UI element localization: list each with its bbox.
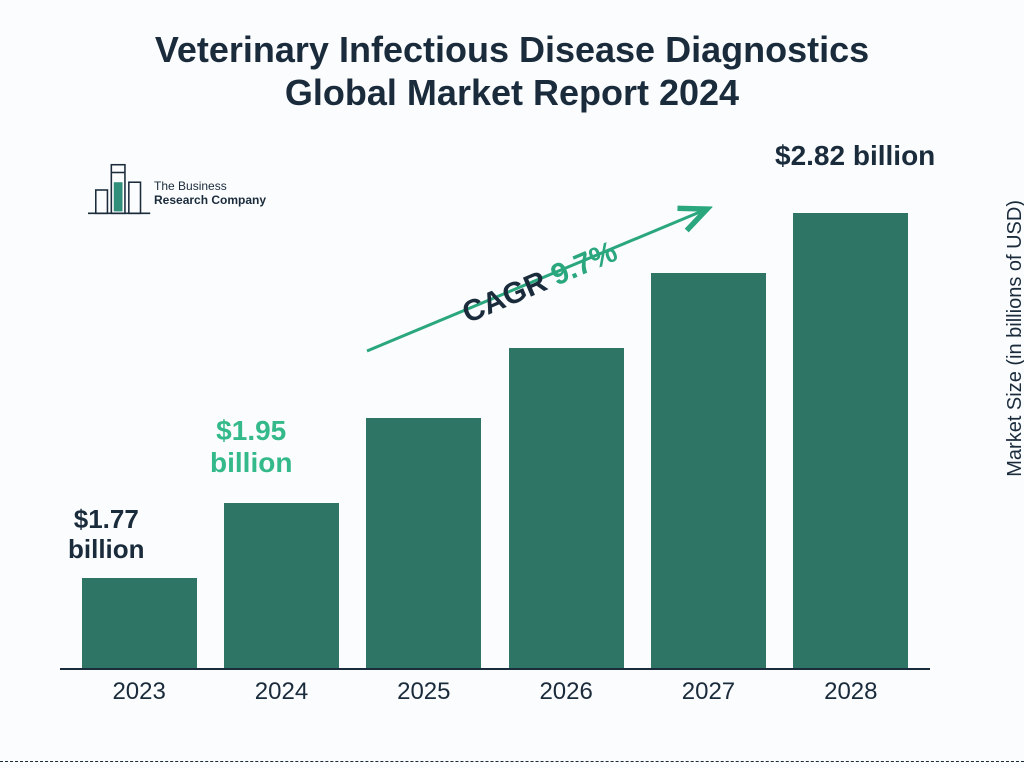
bar-col-2025 bbox=[359, 418, 489, 668]
bar-col-2028 bbox=[786, 213, 916, 668]
chart-title: Veterinary Infectious Disease Diagnostic… bbox=[0, 28, 1024, 114]
xtick-2026: 2026 bbox=[501, 678, 631, 706]
footer-divider bbox=[0, 761, 1024, 762]
bar-2025 bbox=[366, 418, 481, 668]
xtick-2028: 2028 bbox=[786, 678, 916, 706]
value-callout-0: $1.77billion bbox=[68, 505, 145, 565]
value-callout-1: $1.95billion bbox=[210, 415, 292, 479]
xtick-2024: 2024 bbox=[216, 678, 346, 706]
bar-col-2026 bbox=[501, 348, 631, 668]
y-axis-label: Market Size (in billions of USD) bbox=[1004, 200, 1024, 477]
title-line-2: Global Market Report 2024 bbox=[0, 71, 1024, 114]
bar-col-2023 bbox=[74, 578, 204, 668]
xtick-2027: 2027 bbox=[643, 678, 773, 706]
bar-col-2024 bbox=[216, 503, 346, 668]
bar-2026 bbox=[509, 348, 624, 668]
value-callout-2: $2.82 billion bbox=[775, 140, 935, 172]
xtick-2023: 2023 bbox=[74, 678, 204, 706]
xtick-2025: 2025 bbox=[359, 678, 489, 706]
x-axis-labels: 2023 2024 2025 2026 2027 2028 bbox=[60, 678, 930, 706]
cagr-annotation: CAGR9.7% bbox=[355, 195, 725, 365]
bar-2024 bbox=[224, 503, 339, 668]
title-line-1: Veterinary Infectious Disease Diagnostic… bbox=[0, 28, 1024, 71]
bar-2023 bbox=[82, 578, 197, 668]
x-axis-baseline bbox=[60, 668, 930, 670]
bar-2028 bbox=[793, 213, 908, 668]
